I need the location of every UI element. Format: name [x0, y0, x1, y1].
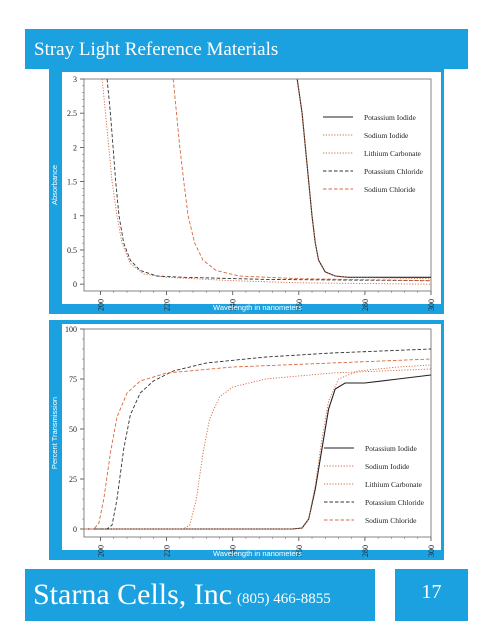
y-tick-label: 2.5: [67, 109, 77, 118]
x-tick-label: 300: [427, 545, 436, 557]
x-tick-label: 240: [229, 299, 238, 311]
transmission-chart: 0 25 50 75 100 200 220 240 260 280 300 Wavelength i…: [50, 324, 441, 558]
legend-entry: Potassium Chloride: [364, 167, 424, 176]
chart-background: [62, 324, 441, 550]
y-axis-label: Percent Transmission: [50, 397, 59, 469]
series-line-potassium-chloride: [106, 79, 431, 282]
x-tick-label: 200: [97, 299, 106, 311]
y-axis-label: Absorbance: [50, 165, 59, 205]
plot-frame: [83, 78, 432, 292]
series-line-potassium-iodide: [296, 79, 431, 278]
y-tick-label: 0: [73, 525, 77, 534]
chart-background: [62, 72, 441, 304]
x-axis-label: Wavelength in nanometers: [213, 303, 302, 312]
page-title: Stray Light Reference Materials: [34, 39, 279, 60]
x-tick-label: 240: [229, 545, 238, 557]
legend-entry: Lithium Carbonate: [365, 480, 423, 489]
legend-entry: Potassium Iodide: [365, 444, 418, 453]
y-tick-label: 2: [73, 143, 77, 152]
page-number: 17: [421, 581, 442, 603]
x-tick-label: 280: [361, 545, 370, 557]
y-tick-label: 75: [69, 375, 77, 384]
y-tick-label: 0: [73, 280, 77, 289]
company-name: Starna Cells, Inc: [33, 578, 233, 611]
y-tick-label: 0.5: [67, 246, 77, 255]
absorbance-chart: 0 0.5 1 1.5 2 2.5 3 200 220 240 260 280 300 Wavelengt…: [50, 72, 441, 312]
x-tick-label: 260: [295, 545, 304, 557]
x-tick-label: 280: [361, 299, 370, 311]
y-tick-label: 50: [69, 425, 77, 434]
series-line-lithium-carbonate: [84, 368, 431, 530]
x-tick-label: 260: [295, 299, 304, 311]
legend-entry: Sodium Chloride: [365, 516, 417, 525]
y-tick-label: 3: [73, 75, 77, 84]
y-tick-label: 25: [69, 475, 77, 484]
page-number-box: 17: [395, 569, 468, 621]
x-axis-label: Wavelength in nanometers: [213, 549, 302, 558]
x-tick-label: 220: [163, 545, 172, 557]
absorbance-chart-panel: 0 0.5 1 1.5 2 2.5 3 200 220 240 260 280 300 Wavelengt…: [49, 69, 444, 314]
plot-frame: [83, 328, 432, 538]
x-tick-label: 300: [427, 299, 436, 311]
footer-bar: Starna Cells, Inc (805) 466-8855: [25, 569, 375, 621]
legend-entry: Lithium Carbonate: [364, 149, 422, 158]
y-tick-label: 1: [73, 212, 77, 221]
x-tick-label: 200: [97, 545, 106, 557]
legend-entry: Sodium Chloride: [364, 185, 416, 194]
series-line-sodium-chloride: [84, 358, 431, 530]
company-phone: (805) 466-8855: [237, 591, 331, 607]
transmission-chart-panel: 0 25 50 75 100 200 220 240 260 280 300 Wavelength i…: [49, 320, 444, 560]
title-bar: Stray Light Reference Materials: [25, 29, 468, 69]
legend-entry: Potassium Chloride: [365, 498, 425, 507]
x-tick-label: 220: [163, 299, 172, 311]
series-line-potassium-chloride: [84, 348, 431, 530]
y-tick-label: 1.5: [67, 178, 77, 187]
series-line-sodium-chloride: [172, 79, 431, 282]
legend-entry: Potassium Iodide: [364, 113, 417, 122]
legend-entry: Sodium Iodide: [365, 462, 410, 471]
y-tick-label: 100: [65, 325, 77, 334]
legend-entry: Sodium Iodide: [364, 131, 409, 140]
series-line-lithium-carbonate: [101, 79, 431, 285]
